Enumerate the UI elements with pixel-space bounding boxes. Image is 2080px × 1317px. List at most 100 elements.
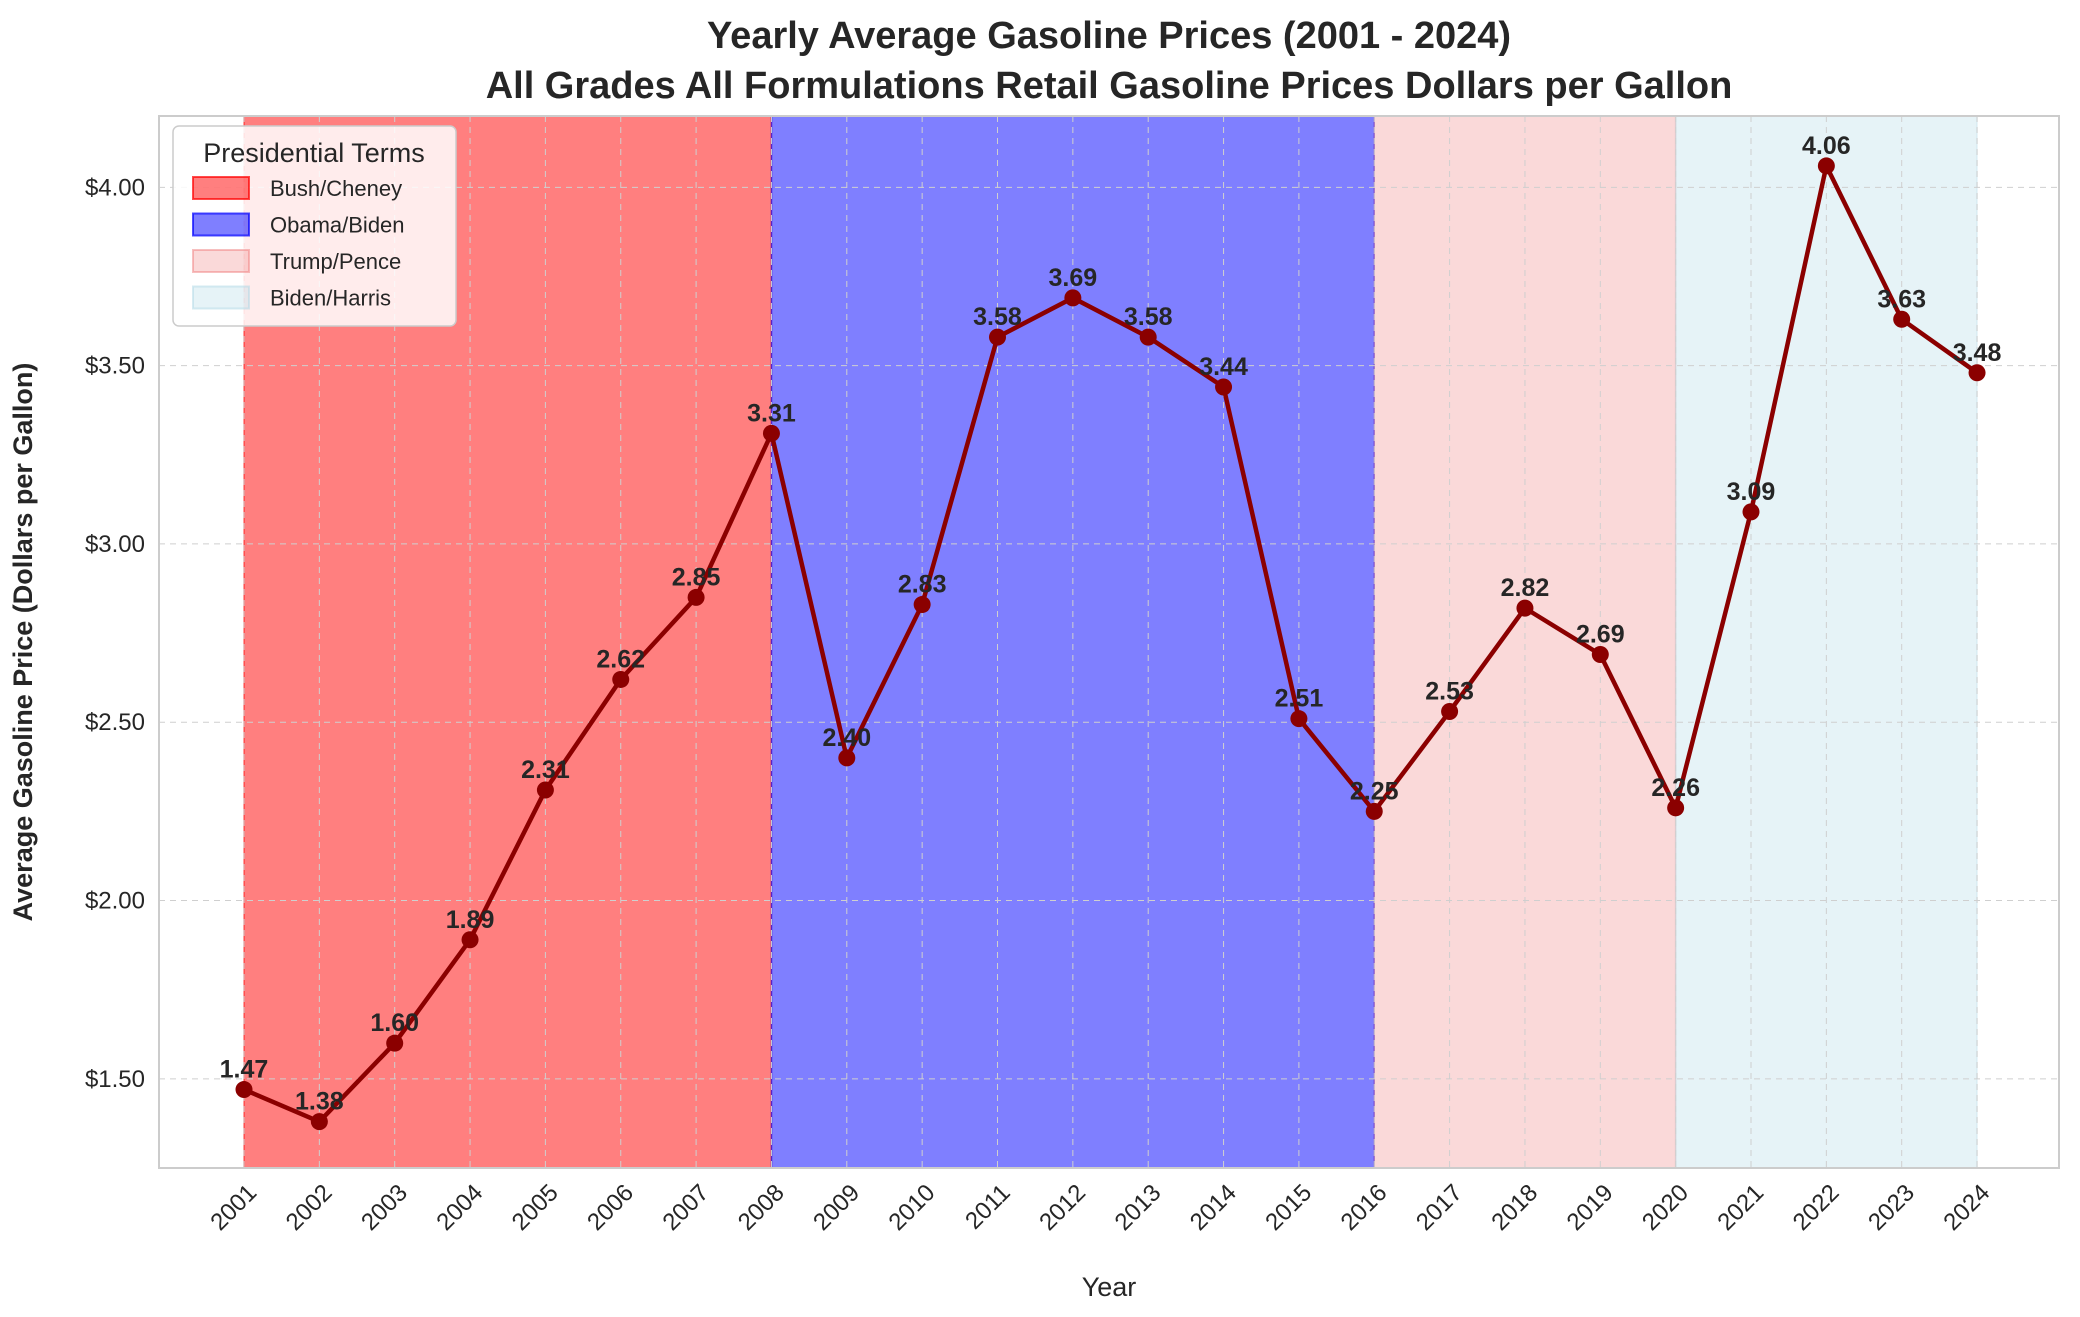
legend-swatch bbox=[192, 249, 250, 273]
data-label-2003: 1.60 bbox=[370, 1009, 419, 1037]
y-tick-label: $2.50 bbox=[85, 709, 145, 736]
term-span-biden-harris bbox=[1674, 115, 1978, 1169]
data-labels: 1.47 1.38 1.60 1.89 2.31 2.62 2.85 3.31 2.40 2.83… bbox=[220, 132, 2002, 1116]
data-label-2022: 4.06 bbox=[1802, 132, 1851, 160]
x-tick-label: 2007 bbox=[657, 1179, 714, 1236]
x-tick-label: 2013 bbox=[1110, 1179, 1167, 1236]
x-tick-label: 2004 bbox=[431, 1179, 488, 1236]
data-point-2019 bbox=[1591, 645, 1609, 663]
data-label-2011: 3.58 bbox=[973, 303, 1022, 331]
data-label-2010: 2.83 bbox=[898, 571, 947, 599]
x-tick-label: 2009 bbox=[808, 1179, 865, 1236]
data-point-2010 bbox=[913, 596, 931, 614]
data-label-2009: 2.40 bbox=[822, 724, 871, 752]
price-line bbox=[243, 163, 1979, 1124]
data-point-2015 bbox=[1290, 710, 1308, 728]
x-tick-label: 2017 bbox=[1411, 1179, 1468, 1236]
y-axis-ticks: $1.50 $2.00 $2.50 $3.00 $3.50 $4.00 bbox=[85, 174, 145, 1093]
data-label-2018: 2.82 bbox=[1501, 574, 1550, 602]
data-point-2009 bbox=[838, 749, 856, 767]
x-tick-label: 2011 bbox=[960, 1179, 1016, 1235]
data-point-2018 bbox=[1516, 599, 1534, 617]
legend-label: Bush/Cheney bbox=[270, 176, 402, 201]
data-label-2016: 2.25 bbox=[1350, 777, 1399, 805]
data-label-2006: 2.62 bbox=[596, 645, 645, 673]
x-tick-label: 2012 bbox=[1034, 1179, 1091, 1236]
y-tick-label: $3.00 bbox=[85, 531, 145, 558]
data-point-2020 bbox=[1667, 799, 1685, 817]
data-label-2013: 3.58 bbox=[1124, 303, 1173, 331]
data-label-2017: 2.53 bbox=[1425, 678, 1474, 706]
data-label-2012: 3.69 bbox=[1049, 264, 1098, 292]
data-label-2021: 3.09 bbox=[1727, 478, 1776, 506]
x-tick-label: 2001 bbox=[205, 1179, 262, 1236]
x-axis-label: Year bbox=[1082, 1272, 1137, 1302]
plot-frame bbox=[158, 115, 2060, 1169]
data-point-2006 bbox=[612, 670, 630, 688]
data-label-2019: 2.69 bbox=[1576, 620, 1625, 648]
data-point-2013 bbox=[1139, 328, 1157, 346]
x-tick-label: 2018 bbox=[1486, 1179, 1543, 1236]
data-label-2004: 1.89 bbox=[446, 906, 495, 934]
data-label-2014: 3.44 bbox=[1199, 353, 1248, 381]
x-tick-label: 2010 bbox=[884, 1179, 941, 1236]
data-label-2005: 2.31 bbox=[521, 756, 570, 784]
grid-lines bbox=[159, 116, 2059, 1168]
x-tick-label: 2002 bbox=[281, 1179, 338, 1236]
data-point-2007 bbox=[687, 588, 705, 606]
chart-title: Yearly Average Gasoline Prices (2001 - 2… bbox=[707, 15, 1511, 57]
legend-title: Presidential Terms bbox=[203, 138, 425, 168]
data-label-2023: 3.63 bbox=[1877, 285, 1926, 313]
legend-swatch bbox=[192, 212, 250, 237]
data-point-2003 bbox=[386, 1034, 404, 1052]
data-point-2022 bbox=[1817, 157, 1835, 175]
y-tick-label: $4.00 bbox=[85, 174, 145, 201]
y-tick-label: $1.50 bbox=[85, 1066, 145, 1093]
data-point-2024 bbox=[1968, 364, 1986, 382]
data-label-2024: 3.48 bbox=[1953, 339, 2002, 367]
data-label-2001: 1.47 bbox=[220, 1056, 269, 1084]
x-tick-label: 2024 bbox=[1938, 1179, 1995, 1236]
data-label-2002: 1.38 bbox=[295, 1088, 344, 1116]
legend-items: Bush/Cheney Obama/Biden Trump/Pence Biden/H… bbox=[192, 176, 405, 311]
data-point-2014 bbox=[1215, 378, 1233, 396]
data-point-2011 bbox=[989, 328, 1006, 346]
x-tick-label: 2006 bbox=[582, 1179, 639, 1236]
price-series bbox=[235, 157, 1986, 1131]
x-tick-label: 2019 bbox=[1562, 1179, 1619, 1236]
x-tick-label: 2015 bbox=[1260, 1179, 1317, 1236]
x-tick-label: 2023 bbox=[1863, 1179, 1920, 1236]
data-label-2008: 3.31 bbox=[747, 399, 796, 427]
x-tick-label: 2005 bbox=[507, 1179, 564, 1236]
data-point-2008 bbox=[762, 424, 780, 442]
data-label-2020: 2.26 bbox=[1651, 774, 1700, 802]
y-axis-label: Average Gasoline Price (Dollars per Gall… bbox=[8, 363, 38, 922]
legend: Presidential Terms Bush/Cheney Obama/Bide… bbox=[172, 125, 457, 327]
x-tick-label: 2021 bbox=[1712, 1179, 1769, 1236]
data-label-2007: 2.85 bbox=[672, 563, 721, 591]
data-point-2012 bbox=[1064, 289, 1082, 307]
data-point-2021 bbox=[1742, 503, 1760, 521]
y-tick-label: $3.50 bbox=[85, 353, 145, 380]
x-tick-label: 2022 bbox=[1788, 1179, 1845, 1236]
x-tick-label: 2016 bbox=[1336, 1179, 1393, 1236]
x-axis-ticks: 2001 2002 2003 2004 2005 2006 2007 2008 2009 2010… bbox=[205, 1179, 1995, 1236]
legend-label: Obama/Biden bbox=[270, 213, 405, 238]
legend-swatch bbox=[192, 285, 250, 310]
data-point-2004 bbox=[461, 931, 479, 949]
x-tick-label: 2014 bbox=[1185, 1179, 1242, 1236]
legend-label: Trump/Pence bbox=[270, 249, 401, 274]
data-point-2016 bbox=[1365, 802, 1383, 820]
data-point-2023 bbox=[1893, 310, 1911, 328]
x-tick-label: 2003 bbox=[356, 1179, 413, 1236]
x-tick-label: 2020 bbox=[1637, 1179, 1694, 1236]
x-tick-label: 2008 bbox=[733, 1179, 790, 1236]
legend-label: Biden/Harris bbox=[270, 286, 391, 311]
data-point-2002 bbox=[310, 1113, 328, 1131]
data-point-2005 bbox=[536, 781, 554, 799]
data-point-2017 bbox=[1441, 703, 1459, 721]
legend-swatch bbox=[192, 176, 250, 200]
chart-subtitle: All Grades All Formulations Retail Gasol… bbox=[486, 65, 1733, 107]
data-point-2001 bbox=[235, 1081, 253, 1099]
